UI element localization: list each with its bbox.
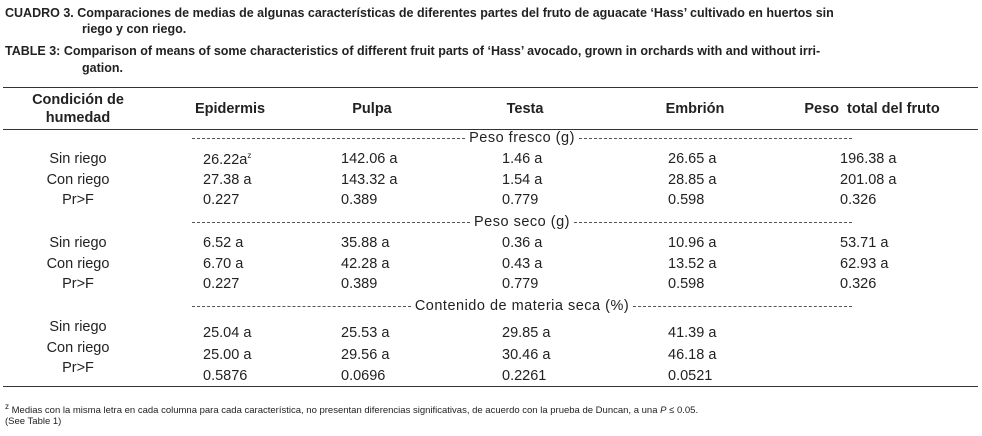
- dash: [573, 221, 852, 223]
- footnote-p: P: [660, 405, 667, 417]
- cell-value: 142.06 a: [341, 151, 398, 167]
- section-title-text: Peso seco (g): [474, 214, 570, 230]
- caption-es-cont: riego y con riego.: [82, 22, 187, 36]
- cell-value: 0.779: [502, 192, 539, 208]
- cell-value: 25.53 a: [341, 325, 390, 341]
- row-label: Sin riego: [49, 235, 107, 251]
- cell-value: 0.389: [341, 192, 378, 208]
- cell-value: 13.52 a: [668, 255, 717, 272]
- cell-value: 42.28 a: [341, 255, 390, 272]
- cell-value: 29.85 a: [502, 325, 551, 341]
- caption-text: Comparison of means of some characterist…: [63, 44, 821, 58]
- footnote-see: (See Table 1): [5, 416, 62, 427]
- cell-value: 0.326: [840, 192, 877, 208]
- row-label-header: humedad: [45, 110, 111, 126]
- row-label: Con riego: [46, 255, 110, 272]
- cell-value: 0.5876: [203, 368, 248, 384]
- cell-value: 0.598: [668, 192, 705, 208]
- cell-value: 62.93 a: [840, 255, 889, 272]
- cell-value: 30.46 a: [502, 346, 551, 363]
- row-label: Pr>F: [62, 276, 94, 292]
- caption-text: Comparaciones de medias de algunas carac…: [77, 6, 834, 20]
- cell-value: 143.32 a: [341, 171, 398, 188]
- cell-value: 0.43 a: [502, 255, 543, 272]
- cell-value: 1.46 a: [502, 151, 543, 167]
- cell-value: 0.0696: [341, 368, 386, 384]
- cell-value: 35.88 a: [341, 235, 390, 251]
- cell-value: 0.0521: [668, 368, 713, 384]
- cell-value: 0.227: [203, 276, 240, 292]
- caption-label: CUADRO 3.: [5, 6, 74, 20]
- cell-value: 0.598: [668, 276, 705, 292]
- row-label: Pr>F: [62, 192, 94, 208]
- column-header: Epidermis: [194, 101, 266, 117]
- row-label: Pr>F: [62, 360, 94, 376]
- cell-value: 26.22az: [203, 151, 252, 168]
- row-label: Sin riego: [49, 319, 107, 335]
- dash: [192, 305, 411, 307]
- caption-es: CUADRO 3. Comparaciones de medias de alg…: [5, 7, 834, 20]
- caption-label: TABLE 3:: [5, 44, 61, 58]
- row-label: Sin riego: [49, 151, 107, 167]
- caption-en-cont: gation.: [82, 61, 123, 75]
- top-rule: [3, 87, 978, 88]
- footnote-mark: z: [247, 151, 252, 160]
- cell-value: 6.52 a: [203, 235, 244, 251]
- dash: [192, 137, 466, 139]
- cell-value: 53.71 a: [840, 235, 889, 251]
- column-header: Peso total del fruto: [804, 101, 940, 117]
- caption-en: TABLE 3: Comparison of means of some cha…: [5, 45, 820, 58]
- cell-value: 25.00 a: [203, 346, 252, 363]
- cell-value: 25.04 a: [203, 325, 252, 341]
- section-title: Contenido de materia seca (%): [192, 298, 853, 314]
- row-label-header: Condición de: [32, 92, 124, 108]
- section-title: Peso fresco (g): [192, 130, 853, 146]
- cell-value: 29.56 a: [341, 346, 390, 363]
- footnote-mark: z: [5, 402, 9, 411]
- header-rule: [3, 129, 978, 130]
- cell-value: 0.2261: [502, 368, 547, 384]
- section-title-text: Peso fresco (g): [469, 130, 575, 146]
- cell-value: 0.389: [341, 276, 378, 292]
- column-header: Embrión: [665, 101, 725, 117]
- cell-value: 196.38 a: [840, 151, 897, 167]
- cell-value: 0.326: [840, 276, 877, 292]
- dash: [578, 137, 853, 139]
- cell-value: 6.70 a: [203, 255, 244, 272]
- cell-value: 46.18 a: [668, 346, 717, 363]
- cell-value: 41.39 a: [668, 325, 717, 341]
- cell-value: 26.65 a: [668, 151, 717, 167]
- cell-value: 0.36 a: [502, 235, 543, 251]
- row-label: Con riego: [46, 171, 110, 188]
- dash: [633, 305, 853, 307]
- dash: [192, 221, 471, 223]
- footnote-text: Medias con la misma letra en cada column…: [11, 405, 658, 417]
- cell-value: 28.85 a: [668, 171, 717, 188]
- footnote-text: ≤ 0.05.: [669, 405, 699, 417]
- section-title-text: Contenido de materia seca (%): [414, 298, 630, 314]
- cell-value: 10.96 a: [668, 235, 717, 251]
- cell-value: 0.227: [203, 192, 240, 208]
- cell-value: 1.54 a: [502, 171, 543, 188]
- section-title: Peso seco (g): [192, 214, 852, 230]
- column-header: Testa: [506, 101, 544, 117]
- footnote: z Medias con la misma letra en cada colu…: [5, 403, 698, 416]
- cell-value: 0.779: [502, 276, 539, 292]
- column-header: Pulpa: [352, 101, 392, 117]
- cell-value: 201.08 a: [840, 171, 897, 188]
- cell-value: 27.38 a: [203, 171, 252, 188]
- row-label: Con riego: [46, 339, 110, 356]
- bottom-rule: [3, 386, 978, 387]
